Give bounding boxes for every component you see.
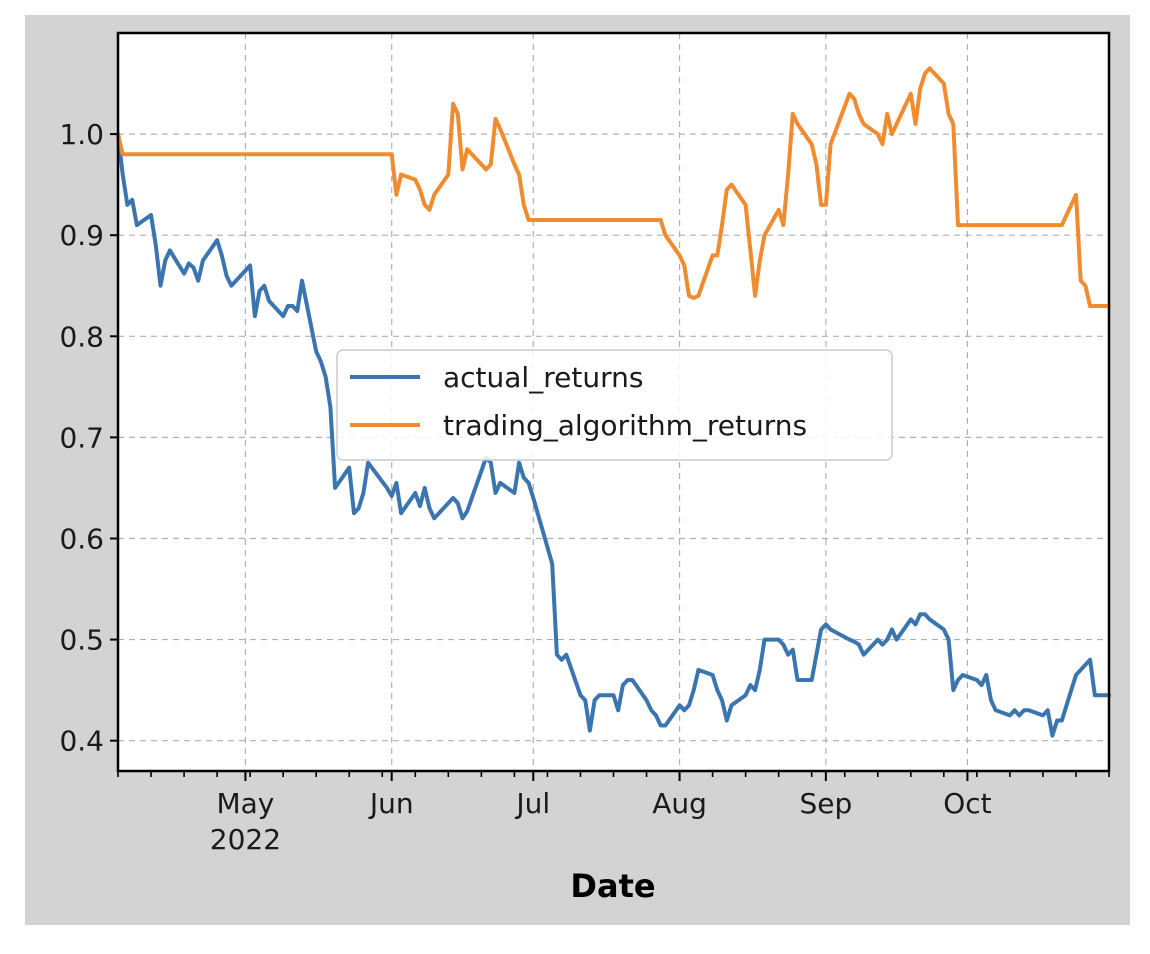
legend-box (336, 349, 893, 461)
legend-label-actual-returns: actual_returns (443, 361, 643, 394)
series-line-trading-algorithm-returns (116, 66, 1111, 308)
x-tick-label: Jul (514, 787, 550, 820)
series-layer (116, 66, 1111, 738)
y-tick-label: 0.9 (59, 219, 104, 252)
y-axis: 0.4 0.5 0.6 0.7 0.8 0.9 1.0 (59, 118, 118, 758)
x-tick-sublabel: 2022 (210, 823, 281, 856)
legend-label-trading-algorithm-returns: trading_algorithm_returns (443, 409, 807, 442)
y-tick-label: 0.5 (59, 624, 104, 657)
x-tick-label: May (216, 787, 274, 820)
x-tick-label: Jun (368, 787, 414, 820)
x-tick-label: Oct (943, 787, 991, 820)
series-line-actual-returns (116, 132, 1111, 738)
y-tick-label: 0.8 (59, 320, 104, 353)
y-tick-label: 1.0 (59, 118, 104, 151)
y-tick-label: 0.6 (59, 522, 104, 555)
x-tick-label: Aug (652, 787, 707, 820)
legend: actual_returns trading_algorithm_returns (336, 349, 893, 461)
x-tick-label: Sep (799, 787, 852, 820)
chart-figure: 0.4 0.5 0.6 0.7 0.8 0.9 1.0 May 2022 Jun Jul Aug Se… (25, 15, 1130, 925)
y-tick-label: 0.7 (59, 421, 104, 454)
y-tick-label: 0.4 (59, 725, 104, 758)
x-axis-label: Date (570, 867, 655, 905)
